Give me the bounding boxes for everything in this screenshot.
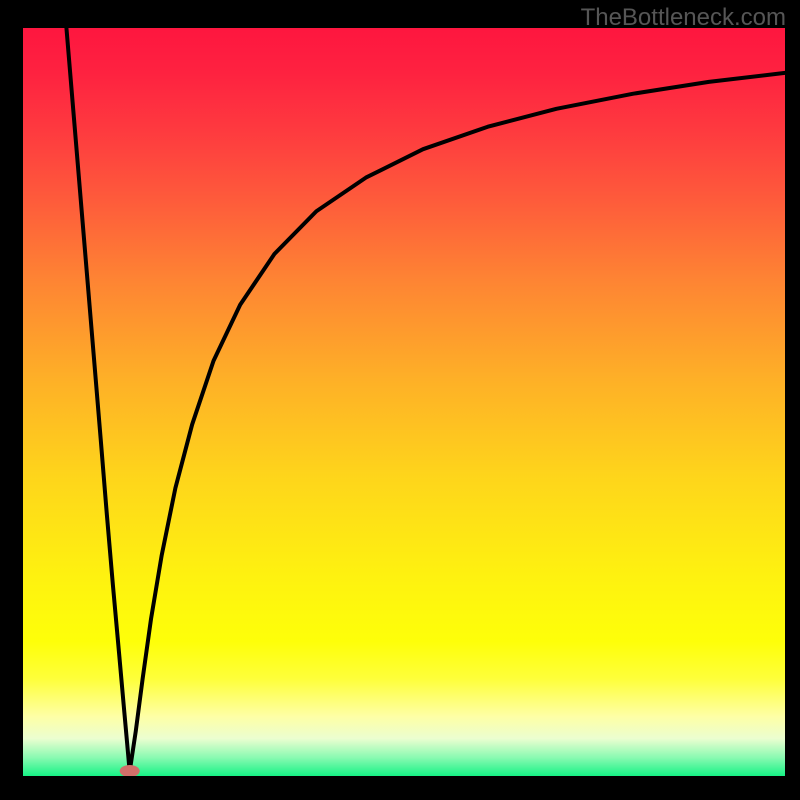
watermark-text: TheBottleneck.com	[581, 4, 786, 32]
gradient-background	[23, 28, 785, 776]
plot-svg	[23, 28, 785, 776]
chart-frame: TheBottleneck.com	[0, 0, 800, 800]
plot-area	[23, 28, 785, 776]
